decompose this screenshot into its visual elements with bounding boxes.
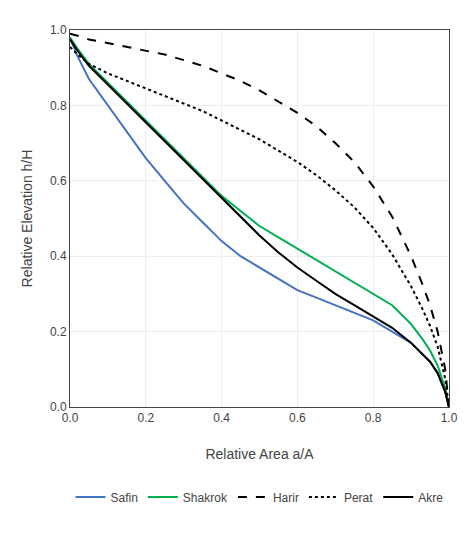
svg-text:0.8: 0.8 bbox=[365, 411, 382, 425]
svg-text:1.0: 1.0 bbox=[50, 23, 67, 37]
svg-text:0.0: 0.0 bbox=[62, 411, 79, 425]
svg-text:Harir: Harir bbox=[273, 491, 299, 505]
svg-text:Shakrok: Shakrok bbox=[183, 491, 228, 505]
svg-text:0.4: 0.4 bbox=[50, 249, 67, 263]
svg-text:0.6: 0.6 bbox=[50, 174, 67, 188]
svg-text:Relative Elevation h/H: Relative Elevation h/H bbox=[19, 150, 35, 288]
svg-text:1.0: 1.0 bbox=[441, 411, 458, 425]
svg-text:0.2: 0.2 bbox=[50, 325, 67, 339]
svg-text:0.2: 0.2 bbox=[137, 411, 154, 425]
svg-text:0.8: 0.8 bbox=[50, 99, 67, 113]
svg-text:Perat: Perat bbox=[344, 491, 373, 505]
svg-text:Safin: Safin bbox=[111, 491, 138, 505]
svg-text:Relative Area a/A: Relative Area a/A bbox=[205, 446, 314, 462]
svg-text:0.0: 0.0 bbox=[50, 400, 67, 414]
svg-text:0.6: 0.6 bbox=[289, 411, 306, 425]
svg-text:0.4: 0.4 bbox=[213, 411, 230, 425]
svg-text:Akre: Akre bbox=[418, 491, 443, 505]
